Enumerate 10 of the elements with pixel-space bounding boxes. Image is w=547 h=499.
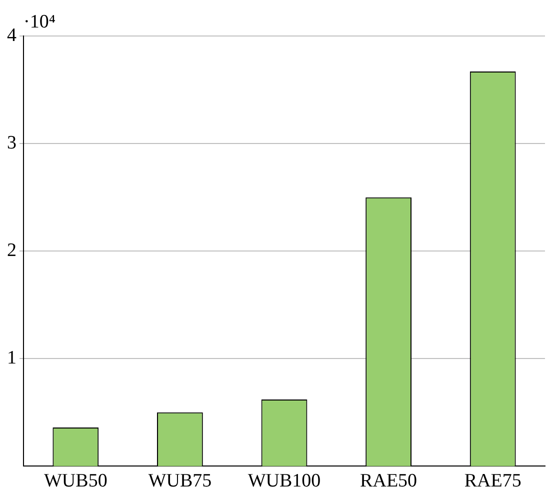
y-tick-label: 3 — [7, 132, 16, 154]
x-tick-label: WUB100 — [248, 470, 321, 492]
x-tick-label: RAE75 — [464, 470, 522, 492]
x-tick-label: RAE50 — [360, 470, 418, 492]
text: ·10⁴ — [24, 11, 56, 32]
y-tick-label: 4 — [7, 24, 17, 46]
x-tick-label: WUB75 — [148, 470, 212, 492]
y-tick-label: 2 — [7, 240, 16, 262]
x-tick-label: WUB50 — [44, 470, 108, 492]
y-tick-label: 1 — [7, 348, 16, 369]
